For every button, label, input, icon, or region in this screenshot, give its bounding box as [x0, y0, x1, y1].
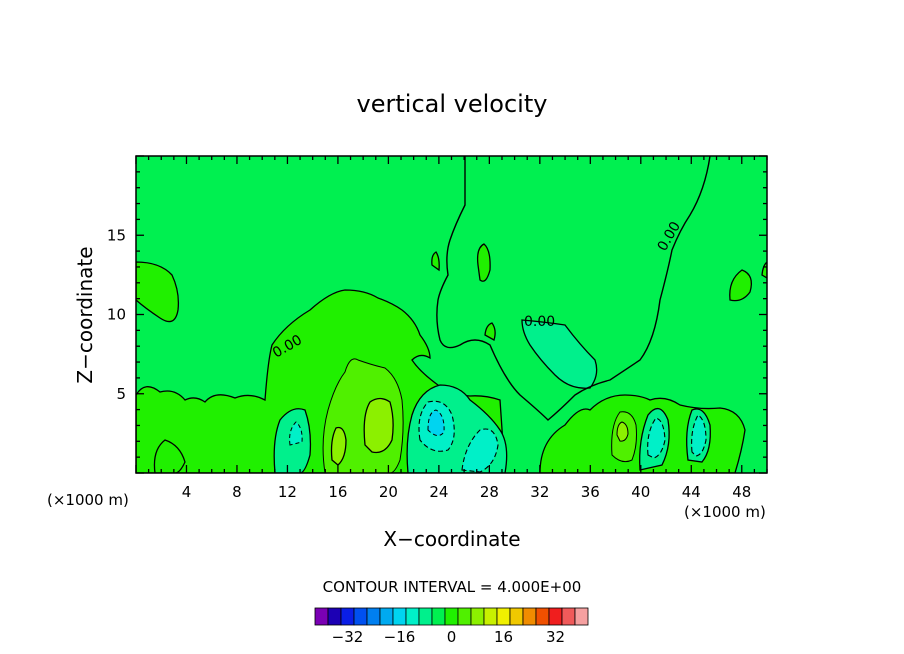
- contour-interval-label: CONTOUR INTERVAL = 4.000E+00: [323, 578, 582, 596]
- zero-contour-line: [436, 156, 711, 421]
- contour-label: 0.00: [524, 314, 555, 330]
- contour-region-neg12-neg8: [427, 409, 445, 436]
- colorbar-swatch: [353, 607, 368, 626]
- colorbar-tick-label: 32: [546, 628, 565, 646]
- contour-region-neg4-0: [521, 319, 598, 389]
- x-tick-label: 24: [429, 483, 448, 501]
- contour-region-4-8: [136, 261, 180, 323]
- colorbar-swatch: [574, 607, 589, 626]
- x-unit-right: (×1000 m): [684, 503, 766, 521]
- x-unit-left: (×1000 m): [47, 491, 129, 509]
- x-tick-label: 4: [182, 483, 192, 501]
- colorbar-swatch: [418, 607, 433, 626]
- colorbar-swatch: [496, 607, 511, 626]
- colorbar-swatch: [431, 607, 446, 626]
- x-tick-label: 44: [682, 483, 701, 501]
- x-tick-label: 12: [278, 483, 297, 501]
- x-tick-label: 28: [480, 483, 499, 501]
- contour-region-neg8-neg4: [647, 417, 666, 459]
- x-axis-label: X−coordinate: [383, 527, 520, 551]
- colorbar-tick-label: 0: [447, 628, 457, 646]
- colorbar-swatch: [327, 607, 342, 626]
- colorbar-swatch: [314, 607, 329, 626]
- contour-region-12-16: [363, 397, 394, 454]
- y-tick-label: 10: [107, 306, 126, 324]
- contour-island: [431, 251, 440, 272]
- colorbar-swatch: [405, 607, 420, 626]
- contour-island: [484, 322, 496, 341]
- colorbar-swatch: [470, 607, 485, 626]
- x-tick-label: 48: [732, 483, 751, 501]
- colorbar-swatch: [522, 607, 537, 626]
- y-tick-label: 5: [116, 385, 126, 403]
- contour-region-neg8-neg4: [691, 414, 707, 457]
- colorbar-swatch: [509, 607, 524, 626]
- contour-island: [153, 439, 186, 473]
- plot-area: 0.00 0.00 0.00 4 8 12 16 20 24 28 32 36 40 44 48510…: [107, 155, 768, 501]
- colorbar-swatch: [366, 607, 381, 626]
- colorbar-tick-label: 16: [494, 628, 513, 646]
- x-tick-label: 32: [530, 483, 549, 501]
- x-tick-label: 40: [631, 483, 650, 501]
- contour-island: [476, 243, 491, 282]
- colorbar-swatch: [457, 607, 472, 626]
- colorbar-tick-label: −32: [332, 628, 364, 646]
- contour-region-12-16: [616, 421, 629, 442]
- colorbar-swatch: [561, 607, 576, 626]
- contour-region-neg8-neg4: [289, 421, 303, 446]
- y-tick-label: 15: [107, 226, 126, 244]
- colorbar-swatch: [379, 607, 394, 626]
- colorbar-swatch: [392, 607, 407, 626]
- x-tick-label: 8: [232, 483, 242, 501]
- contour-region-12-16: [330, 426, 347, 466]
- x-tick-label: 16: [328, 483, 347, 501]
- colorbar-swatch: [444, 607, 459, 626]
- colorbar-swatch: [535, 607, 550, 626]
- colorbar-swatch: [548, 607, 563, 626]
- x-tick-label: 36: [581, 483, 600, 501]
- colorbar-swatch: [483, 607, 498, 626]
- colorbar: −32 −16 0 16 32: [314, 607, 589, 646]
- y-axis-label: Z−coordinate: [73, 246, 97, 383]
- contour-island: [729, 269, 753, 302]
- x-tick-label: 20: [379, 483, 398, 501]
- colorbar-tick-label: −16: [384, 628, 416, 646]
- contour-island: [761, 261, 767, 279]
- contour-fills: [136, 156, 767, 473]
- colorbar-swatch: [340, 607, 355, 626]
- chart-title: vertical velocity: [357, 90, 548, 118]
- contour-region-neg8-neg4: [461, 428, 499, 473]
